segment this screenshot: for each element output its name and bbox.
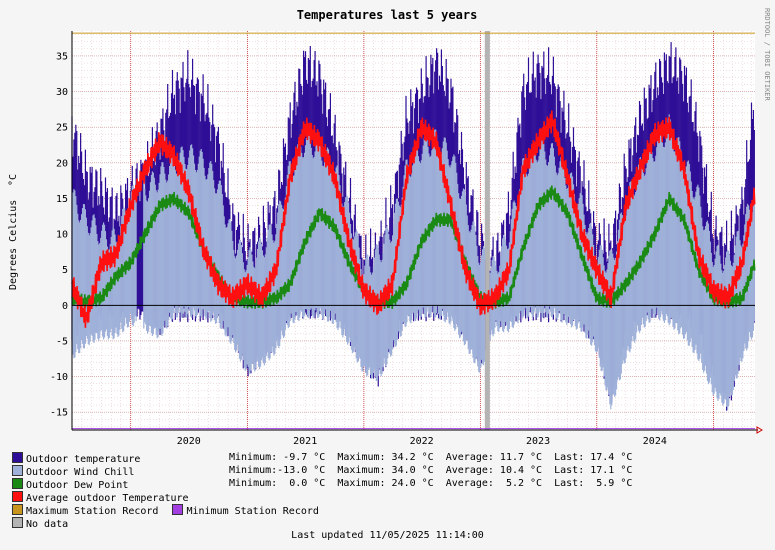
legend-label: Outdoor temperature bbox=[26, 454, 141, 465]
axis-layer: -15 -10 -5 0 5 10 15 20 25 30 35 2020 2021 2022 2023 20… bbox=[50, 31, 763, 447]
legend-swatch bbox=[12, 465, 23, 476]
legend-label: Minimum Station Record bbox=[186, 506, 319, 517]
legend-item-dewpoint: Outdoor Dew Point bbox=[12, 478, 129, 491]
average-temperature-line bbox=[71, 110, 756, 328]
chart-title: Temperatures last 5 years bbox=[297, 8, 478, 22]
data-layer bbox=[71, 31, 756, 430]
legend-item-windchill: Outdoor Wind Chill bbox=[12, 465, 135, 478]
legend-swatch bbox=[12, 452, 23, 463]
legend-item-no-data: No data bbox=[12, 517, 69, 530]
last-updated: Last updated 11/05/2025 11:14:00 bbox=[291, 530, 484, 541]
y-tick-label: 15 bbox=[56, 194, 68, 205]
y-tick-label: 25 bbox=[56, 123, 68, 134]
legend-item-max-record: Maximum Station Record Minimum Station Re… bbox=[12, 504, 319, 517]
x-tick-label: 2024 bbox=[643, 436, 667, 447]
x-tick-label: 2023 bbox=[526, 436, 550, 447]
y-tick-label: -15 bbox=[50, 408, 68, 419]
y-axis-unit: °C bbox=[8, 174, 19, 186]
y-tick-label: -5 bbox=[56, 336, 68, 347]
stats-windchill: Minimum:-13.0 °C Maximum: 34.0 °C Averag… bbox=[229, 465, 633, 476]
y-tick-label: 35 bbox=[56, 51, 68, 62]
y-tick-label: 10 bbox=[56, 230, 68, 241]
legend-label: Outdoor Dew Point bbox=[26, 480, 129, 491]
y-tick-label: 5 bbox=[62, 265, 68, 276]
legend-swatch bbox=[12, 504, 23, 515]
legend-label: No data bbox=[26, 519, 69, 530]
legend-swatch bbox=[12, 478, 23, 489]
legend-swatch bbox=[12, 517, 23, 528]
legend-item-temperature: Outdoor temperature bbox=[12, 452, 141, 465]
dew-point-line bbox=[71, 185, 756, 309]
y-tick-label: -10 bbox=[50, 372, 68, 383]
legend-label: Maximum Station Record bbox=[26, 506, 159, 517]
legend-label: Outdoor Wind Chill bbox=[26, 467, 135, 478]
y-tick-label: 30 bbox=[56, 87, 68, 98]
legend-swatch bbox=[172, 504, 184, 515]
legend-label: Average outdoor Temperature bbox=[26, 493, 189, 504]
legend-swatch bbox=[12, 491, 23, 502]
x-tick-label: 2020 bbox=[177, 436, 201, 447]
stats-dewpoint: Minimum: 0.0 °C Maximum: 24.0 °C Average… bbox=[229, 478, 633, 489]
x-axis-arrow bbox=[756, 426, 763, 434]
side-credit: RRDTOOL / TOBI OETIKER bbox=[763, 8, 771, 102]
stats-temperature: Minimum: -9.7 °C Maximum: 34.2 °C Averag… bbox=[229, 452, 633, 463]
x-tick-label: 2022 bbox=[410, 436, 434, 447]
x-tick-label: 2021 bbox=[293, 436, 317, 447]
no-data-band bbox=[484, 31, 490, 430]
y-tick-label: 20 bbox=[56, 158, 68, 169]
y-tick-label: 0 bbox=[62, 301, 68, 312]
y-axis-label: Degrees Celcius bbox=[8, 200, 19, 290]
legend-item-average: Average outdoor Temperature bbox=[12, 491, 189, 504]
